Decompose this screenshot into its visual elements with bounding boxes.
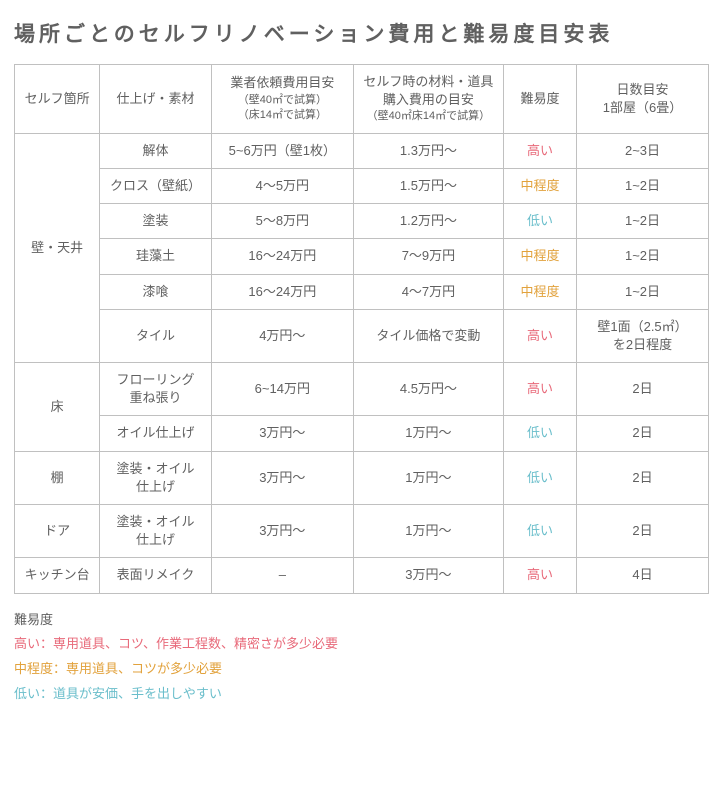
cell-pro-cost: 4万円〜	[211, 309, 353, 362]
cell-area: ドア	[15, 505, 100, 558]
table-row: 塗装5〜8万円1.2万円〜低い1~2日	[15, 204, 709, 239]
cell-self-cost: 7〜9万円	[353, 239, 503, 274]
table-row: 珪藻土16〜24万円7〜9万円中程度1~2日	[15, 239, 709, 274]
cell-self-cost: 4.5万円〜	[353, 363, 503, 416]
table-row: クロス（壁紙）4〜5万円1.5万円〜中程度1~2日	[15, 168, 709, 203]
col-pro-sub2: （床14㎡で試算）	[216, 108, 349, 123]
cell-material: 漆喰	[100, 274, 212, 309]
cell-pro-cost: 3万円〜	[211, 416, 353, 451]
col-pro: 業者依頼費用目安 （壁40㎡で試算） （床14㎡で試算）	[211, 65, 353, 134]
cell-material: オイル仕上げ	[100, 416, 212, 451]
cell-material: 塗装・オイル仕上げ	[100, 451, 212, 504]
cell-material: フローリング重ね張り	[100, 363, 212, 416]
col-material: 仕上げ・素材	[100, 65, 212, 134]
cell-difficulty: 高い	[504, 133, 577, 168]
legend-high: 高い：専用道具、コツ、作業工程数、精密さが多少必要	[14, 632, 709, 657]
table-row: キッチン台表面リメイク–3万円〜高い4日	[15, 558, 709, 593]
cell-days: 2日	[577, 416, 709, 451]
col-area: セルフ箇所	[15, 65, 100, 134]
cell-area: 棚	[15, 451, 100, 504]
cell-material: クロス（壁紙）	[100, 168, 212, 203]
cell-difficulty: 低い	[504, 505, 577, 558]
cell-days: 2日	[577, 451, 709, 504]
col-pro-sub1: （壁40㎡で試算）	[216, 93, 349, 108]
table-row: ドア塗装・オイル仕上げ3万円〜1万円〜低い2日	[15, 505, 709, 558]
cell-days: 壁1面（2.5㎡）を2日程度	[577, 309, 709, 362]
cell-material: 表面リメイク	[100, 558, 212, 593]
cell-difficulty: 低い	[504, 204, 577, 239]
cell-pro-cost: 16〜24万円	[211, 274, 353, 309]
cell-material: 解体	[100, 133, 212, 168]
cell-self-cost: タイル価格で変動	[353, 309, 503, 362]
col-days: 日数目安 1部屋（6畳）	[577, 65, 709, 134]
cell-difficulty: 高い	[504, 363, 577, 416]
cell-pro-cost: 5~6万円（壁1枚）	[211, 133, 353, 168]
cell-days: 4日	[577, 558, 709, 593]
cell-difficulty: 高い	[504, 309, 577, 362]
cell-days: 1~2日	[577, 239, 709, 274]
cell-self-cost: 1.3万円〜	[353, 133, 503, 168]
col-self-main1: セルフ時の材料・道具	[363, 74, 493, 89]
cell-self-cost: 1万円〜	[353, 451, 503, 504]
cell-material: タイル	[100, 309, 212, 362]
renovation-table: セルフ箇所 仕上げ・素材 業者依頼費用目安 （壁40㎡で試算） （床14㎡で試算…	[14, 64, 709, 594]
table-row: 床フローリング重ね張り6~14万円4.5万円〜高い2日	[15, 363, 709, 416]
table-row: オイル仕上げ3万円〜1万円〜低い2日	[15, 416, 709, 451]
cell-self-cost: 1.2万円〜	[353, 204, 503, 239]
cell-self-cost: 3万円〜	[353, 558, 503, 593]
table-row: タイル4万円〜タイル価格で変動高い壁1面（2.5㎡）を2日程度	[15, 309, 709, 362]
cell-difficulty: 中程度	[504, 274, 577, 309]
cell-days: 1~2日	[577, 168, 709, 203]
cell-material: 塗装	[100, 204, 212, 239]
cell-difficulty: 高い	[504, 558, 577, 593]
cell-self-cost: 1.5万円〜	[353, 168, 503, 203]
col-pro-main: 業者依頼費用目安	[230, 75, 334, 90]
col-days-main: 日数目安	[617, 82, 669, 97]
cell-area: キッチン台	[15, 558, 100, 593]
cell-area: 壁・天井	[15, 133, 100, 362]
cell-days: 1~2日	[577, 204, 709, 239]
cell-pro-cost: 3万円〜	[211, 451, 353, 504]
cell-pro-cost: 5〜8万円	[211, 204, 353, 239]
cell-material: 塗装・オイル仕上げ	[100, 505, 212, 558]
cell-pro-cost: 3万円〜	[211, 505, 353, 558]
cell-pro-cost: 6~14万円	[211, 363, 353, 416]
cell-pro-cost: –	[211, 558, 353, 593]
table-row: 壁・天井解体5~6万円（壁1枚）1.3万円〜高い2~3日	[15, 133, 709, 168]
cell-days: 2日	[577, 363, 709, 416]
cell-difficulty: 中程度	[504, 168, 577, 203]
col-self: セルフ時の材料・道具 購入費用の目安 （壁40㎡床14㎡で試算）	[353, 65, 503, 134]
legend-title: 難易度	[14, 608, 709, 633]
table-row: 棚塗装・オイル仕上げ3万円〜1万円〜低い2日	[15, 451, 709, 504]
cell-self-cost: 1万円〜	[353, 416, 503, 451]
col-self-sub: （壁40㎡床14㎡で試算）	[358, 109, 499, 124]
legend-medium: 中程度：専用道具、コツが多少必要	[14, 657, 709, 682]
cell-difficulty: 中程度	[504, 239, 577, 274]
cell-difficulty: 低い	[504, 451, 577, 504]
cell-days: 1~2日	[577, 274, 709, 309]
cell-difficulty: 低い	[504, 416, 577, 451]
cell-self-cost: 1万円〜	[353, 505, 503, 558]
legend: 難易度 高い：専用道具、コツ、作業工程数、精密さが多少必要 中程度：専用道具、コ…	[14, 608, 709, 707]
page-title: 場所ごとのセルフリノベーション費用と難易度目安表	[14, 18, 709, 48]
cell-pro-cost: 4〜5万円	[211, 168, 353, 203]
table-header-row: セルフ箇所 仕上げ・素材 業者依頼費用目安 （壁40㎡で試算） （床14㎡で試算…	[15, 65, 709, 134]
cell-area: 床	[15, 363, 100, 452]
cell-material: 珪藻土	[100, 239, 212, 274]
cell-days: 2~3日	[577, 133, 709, 168]
legend-low: 低い：道具が安価、手を出しやすい	[14, 682, 709, 707]
cell-pro-cost: 16〜24万円	[211, 239, 353, 274]
col-days-sub: 1部屋（6畳）	[603, 100, 682, 115]
cell-days: 2日	[577, 505, 709, 558]
table-row: 漆喰16〜24万円4〜7万円中程度1~2日	[15, 274, 709, 309]
cell-self-cost: 4〜7万円	[353, 274, 503, 309]
col-difficulty: 難易度	[504, 65, 577, 134]
col-self-main2: 購入費用の目安	[383, 92, 474, 107]
